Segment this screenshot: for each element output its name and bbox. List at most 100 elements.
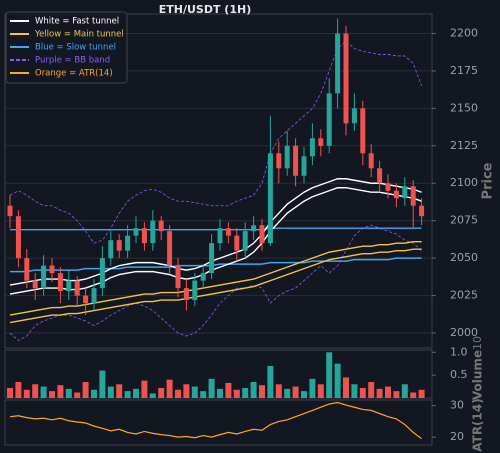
volume-bar	[351, 384, 358, 398]
y-tick-label: 20	[450, 430, 464, 443]
volume-bar	[242, 387, 249, 398]
candle-body	[175, 265, 181, 289]
volume-bar	[158, 387, 165, 398]
candle-body	[309, 138, 315, 157]
volume-bar	[267, 366, 274, 398]
volume-bar	[65, 388, 72, 398]
y-tick-label: 2125	[450, 139, 478, 152]
candle-body	[108, 240, 114, 259]
y-tick-label: 30	[450, 399, 464, 412]
volume-bar	[32, 384, 39, 398]
candle-body	[284, 145, 290, 169]
candle-body	[158, 220, 164, 232]
legend-label: Purple = BB band	[35, 56, 110, 66]
y-tick-label: 2050	[450, 251, 478, 264]
candle-body	[99, 258, 105, 289]
legend: White = Fast tunnel Yellow = Main tunnel B…	[5, 11, 128, 84]
volume-bar	[175, 389, 181, 398]
candle-body	[377, 168, 383, 184]
volume-bar	[82, 382, 89, 398]
y-axis-label: ATR(14)	[471, 398, 485, 451]
legend-label: Blue = Slow tunnel	[35, 43, 116, 53]
overlay-line	[9, 40, 422, 244]
y-tick-label: 2025	[450, 289, 478, 302]
volume-bar	[57, 385, 64, 398]
volume-bar	[91, 389, 97, 398]
legend-box	[5, 11, 128, 84]
volume-bar	[124, 391, 131, 398]
y-axis-label: Price	[481, 162, 496, 199]
volume-bar	[166, 379, 173, 398]
atr-line	[9, 401, 422, 440]
y-tick-label: 2000	[450, 326, 478, 339]
candle-body	[301, 156, 307, 176]
candle-body	[293, 145, 299, 176]
candle-body	[150, 220, 156, 244]
candle-body	[7, 205, 13, 217]
volume-bar	[309, 378, 316, 398]
legend-label: White = Fast tunnel	[35, 17, 119, 27]
atr-panel	[4, 399, 433, 446]
offset-label: 10	[471, 336, 484, 350]
volume-bar	[334, 363, 341, 398]
candle-body	[326, 93, 332, 146]
candle-body	[259, 225, 265, 244]
candle-body	[225, 228, 231, 236]
overlay-line	[9, 248, 422, 324]
overlay-line	[9, 224, 422, 341]
volume-bar	[401, 384, 408, 398]
candle-body	[32, 280, 38, 289]
chart-title: ETH/USDT (1H)	[159, 3, 251, 16]
candle-body	[343, 33, 349, 124]
candle-body	[41, 265, 47, 289]
candle-body	[49, 265, 55, 274]
volume-bar	[183, 384, 190, 398]
overlay-line	[10, 257, 422, 273]
volume-bar	[116, 384, 123, 398]
volume-bar	[23, 389, 30, 398]
volume-bar	[259, 385, 265, 398]
candle-body	[276, 153, 282, 169]
candle-body	[318, 138, 324, 146]
volume-bar	[292, 386, 299, 398]
volume-bar	[359, 387, 366, 398]
volume-bar	[301, 391, 307, 398]
candle-body	[74, 280, 80, 296]
y-tick-label: 2075	[450, 214, 478, 227]
overlay-line	[9, 178, 422, 286]
volume-bar	[376, 388, 383, 398]
volume-bar	[250, 382, 257, 398]
overlay-line	[10, 227, 422, 231]
volume-bar	[418, 389, 425, 398]
y-tick-label: 1.0	[450, 345, 468, 358]
candle-body	[183, 288, 189, 301]
candle-body	[91, 288, 97, 304]
candle-body	[192, 280, 198, 301]
candle-body	[200, 273, 206, 281]
candle-body	[66, 280, 72, 292]
candle-body	[267, 153, 273, 244]
volume-bar	[284, 388, 291, 398]
candle-body	[351, 108, 357, 124]
volume-bar	[191, 386, 198, 398]
volume-bar	[7, 387, 13, 398]
price-panel	[4, 13, 433, 349]
legend-label: Orange = ATR(14)	[35, 69, 113, 79]
candle-body	[335, 33, 341, 94]
y-tick-label: 2150	[450, 101, 478, 114]
volume-bar	[74, 392, 81, 398]
volume-bar	[49, 391, 55, 398]
volume-bar	[107, 386, 114, 398]
volume-bar	[368, 382, 375, 398]
y-axis-label: Volume	[471, 350, 485, 400]
volume-bar	[275, 384, 282, 398]
candle-body	[368, 153, 374, 169]
candle-body	[167, 231, 173, 266]
candle-body	[217, 228, 223, 244]
y-tick-label: 2200	[450, 26, 478, 39]
volume-bar	[99, 370, 106, 398]
volume-bar	[141, 380, 148, 398]
y-tick-label: 2175	[450, 64, 478, 77]
volume-bar	[208, 378, 215, 398]
